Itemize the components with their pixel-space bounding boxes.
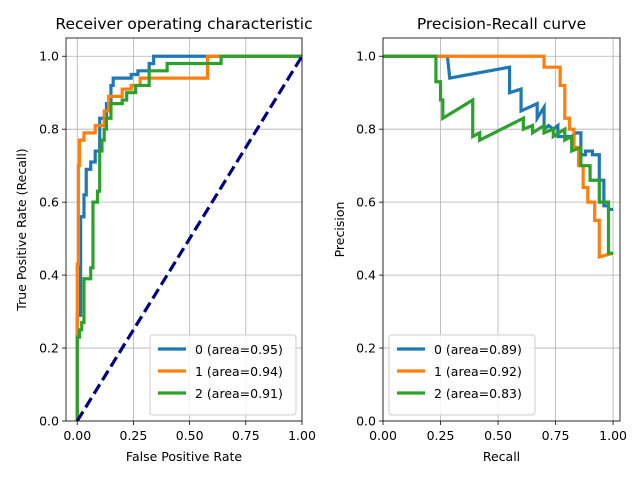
y-tick-label: 0.2 <box>356 341 376 356</box>
x-axis: 0.00 0.25 0.50 0.75 1.00 <box>63 421 316 443</box>
x-tick-label: 0.00 <box>369 428 397 443</box>
legend: 0 (area=0.89) 1 (area=0.92) 2 (area=0.83) <box>388 334 536 416</box>
series-group <box>383 54 614 259</box>
y-tick-label: 0.6 <box>356 195 376 210</box>
axes-frame <box>65 37 303 422</box>
x-axis-label: False Positive Rate <box>126 449 242 464</box>
chart-1: 0.00 0.25 0.50 0.75 1.00 0.0 0.2 0.4 0.6 0.8 1.0 Re… <box>14 15 316 464</box>
y-tick-label: 0.8 <box>39 122 59 137</box>
diagonal-reference-line <box>75 55 302 421</box>
legend-entry: 1 (area=0.94) <box>195 364 283 379</box>
y-tick-label: 0.0 <box>356 414 376 429</box>
chart-2: 0.00 0.25 0.50 0.75 1.00 0.0 0.2 0.4 0.6 0.8 1.0 Pr… <box>332 15 627 464</box>
x-tick-label: 1.00 <box>599 428 627 443</box>
y-axis-label: True Positive Rate (Recall) <box>14 148 29 311</box>
legend-entry: 2 (area=0.91) <box>195 386 283 401</box>
y-tick-label: 0.0 <box>39 414 59 429</box>
legend-entry: 0 (area=0.95) <box>195 342 283 357</box>
x-tick-label: 0.50 <box>484 428 512 443</box>
y-axis: 0.0 0.2 0.4 0.6 0.8 1.0 <box>39 49 66 429</box>
series-line-1 <box>75 54 302 421</box>
y-tick-label: 0.8 <box>356 122 376 137</box>
series-group <box>75 54 302 421</box>
x-axis-label: Recall <box>483 449 520 464</box>
x-tick-label: 0.25 <box>120 428 148 443</box>
y-tick-label: 0.4 <box>356 268 376 283</box>
y-tick-label: 0.2 <box>39 341 59 356</box>
series-line-2 <box>75 54 302 421</box>
series-line-1 <box>383 54 614 259</box>
x-tick-label: 0.25 <box>427 428 455 443</box>
y-tick-label: 1.0 <box>356 49 376 64</box>
legend-frame <box>388 334 536 416</box>
axes-frame <box>382 37 621 422</box>
y-axis-label: Precision <box>332 202 347 258</box>
y-tick-label: 1.0 <box>39 49 59 64</box>
x-tick-label: 0.75 <box>232 428 260 443</box>
legend-entry: 2 (area=0.83) <box>434 386 522 401</box>
x-tick-label: 1.00 <box>288 428 316 443</box>
x-tick-label: 0.00 <box>63 428 91 443</box>
legend: 0 (area=0.95) 1 (area=0.94) 2 (area=0.91) <box>149 334 297 416</box>
legend-entry: 1 (area=0.92) <box>434 364 522 379</box>
chart-title: Precision-Recall curve <box>417 15 586 33</box>
y-tick-label: 0.6 <box>39 195 59 210</box>
y-tick-label: 0.4 <box>39 268 59 283</box>
x-axis: 0.00 0.25 0.50 0.75 1.00 <box>369 421 627 443</box>
chart-title: Receiver operating characteristic <box>55 15 312 33</box>
x-tick-label: 0.50 <box>176 428 204 443</box>
legend-entry: 0 (area=0.89) <box>434 342 522 357</box>
y-axis: 0.0 0.2 0.4 0.6 0.8 1.0 <box>356 49 383 429</box>
series-line-2 <box>383 54 614 255</box>
legend-frame <box>149 334 297 416</box>
x-tick-label: 0.75 <box>542 428 570 443</box>
